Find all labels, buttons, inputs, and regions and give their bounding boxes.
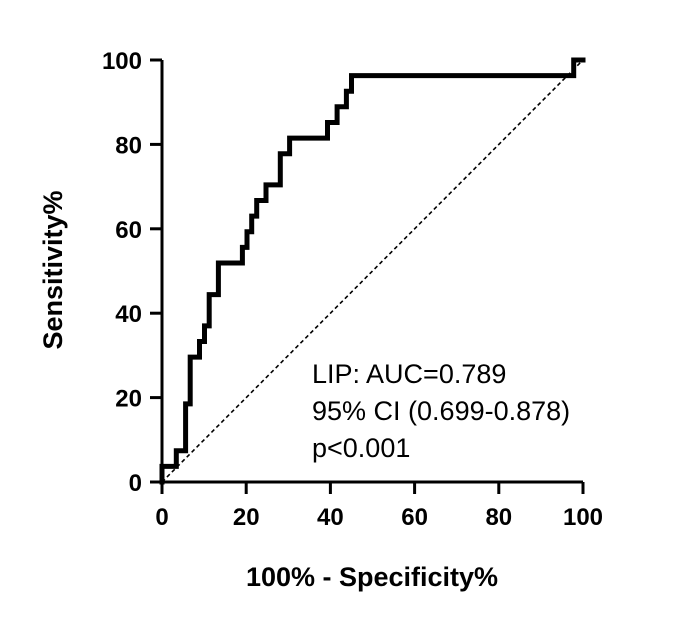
x-tick-label: 100 <box>563 504 603 531</box>
reference-diagonal-line <box>161 59 584 483</box>
x-tick-label: 20 <box>233 504 260 531</box>
x-tick-label: 80 <box>485 504 512 531</box>
roc-curve-line <box>159 57 586 485</box>
y-tick-label: 100 <box>102 48 142 75</box>
y-tick-label: 80 <box>115 132 142 159</box>
y-tick-label: 0 <box>129 470 142 497</box>
x-tick-label: 60 <box>401 504 428 531</box>
plot-area <box>159 57 586 485</box>
y-tick-label: 20 <box>115 386 142 413</box>
y-tick-label: 40 <box>115 301 142 328</box>
y-tick-label: 60 <box>115 217 142 244</box>
y-axis-ticks: 0 20 40 60 80 100 <box>102 48 162 497</box>
x-axis-title: 100% - Specificity% <box>246 562 498 592</box>
x-axis-ticks: 0 20 40 60 80 100 <box>155 482 603 531</box>
x-tick-label: 0 <box>155 504 168 531</box>
x-tick-label: 40 <box>317 504 344 531</box>
y-axis-title: Sensitivity% <box>38 190 68 349</box>
annotation-p: p<0.001 <box>312 433 410 463</box>
annotation-ci: 95% CI (0.699-0.878) <box>312 396 570 426</box>
annotation-auc: LIP: AUC=0.789 <box>312 359 506 389</box>
